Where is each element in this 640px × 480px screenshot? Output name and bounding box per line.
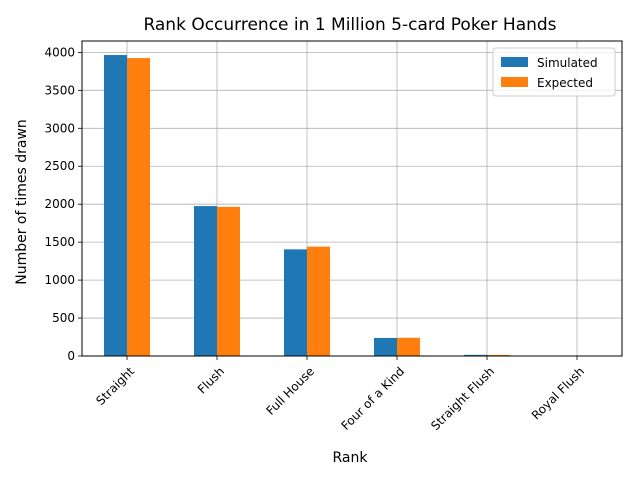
bar-simulated-flush [194, 206, 217, 356]
bar-simulated-four-of-a-kind [374, 337, 397, 356]
legend-swatch-expected [501, 77, 528, 87]
legend: Simulated Expected [492, 47, 616, 97]
y-tick-label: 4000 [44, 45, 75, 59]
y-tick-label: 2000 [44, 197, 75, 211]
bar-simulated-straight [104, 55, 127, 356]
legend-label-expected: Expected [537, 76, 593, 90]
bar-simulated-straight-flush [464, 354, 487, 356]
legend-swatch-simulated [501, 57, 528, 67]
y-axis-ticks: 0 500 1000 1500 2000 2500 3000 3500 4000 [44, 45, 82, 363]
y-axis-label: Number of times drawn [14, 119, 30, 285]
y-tick-label: 3000 [44, 121, 75, 135]
y-tick-label: 3500 [44, 83, 75, 97]
y-tick-label: 0 [67, 349, 75, 363]
bar-expected-flush [217, 206, 240, 356]
x-axis-label: Rank [333, 450, 369, 466]
bars-group [104, 55, 600, 357]
bar-expected-straight [127, 58, 150, 357]
bar-expected-straight-flush [487, 354, 510, 356]
y-tick-label: 1000 [44, 273, 75, 287]
plot-frame [81, 40, 623, 357]
bar-expected-full-house [307, 246, 330, 356]
bar-expected-four-of-a-kind [397, 337, 420, 356]
y-tick-label: 500 [52, 311, 75, 325]
chart-title: Rank Occurrence in 1 Million 5-card Poke… [143, 15, 556, 35]
bar-simulated-full-house [284, 249, 307, 356]
y-tick-label: 1500 [44, 235, 75, 249]
y-tick-label: 2500 [44, 159, 75, 173]
legend-label-simulated: Simulated [537, 56, 598, 70]
